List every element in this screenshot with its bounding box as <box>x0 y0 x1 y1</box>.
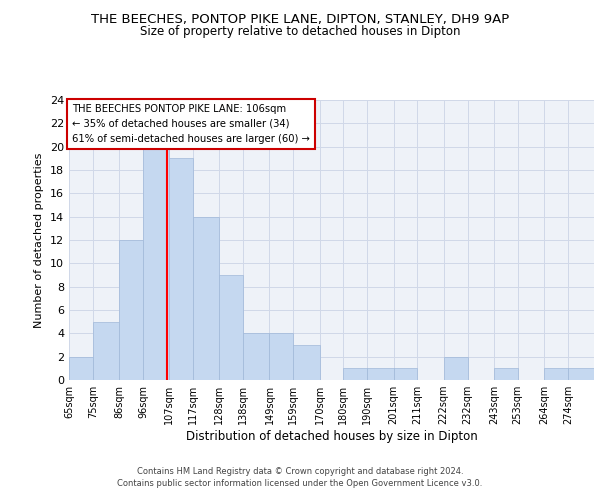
Bar <box>568 368 594 380</box>
Bar <box>343 368 367 380</box>
Bar <box>367 368 394 380</box>
Y-axis label: Number of detached properties: Number of detached properties <box>34 152 44 328</box>
Text: THE BEECHES, PONTOP PIKE LANE, DIPTON, STANLEY, DH9 9AP: THE BEECHES, PONTOP PIKE LANE, DIPTON, S… <box>91 12 509 26</box>
Bar <box>269 334 293 380</box>
Bar <box>69 356 93 380</box>
Bar <box>193 216 220 380</box>
Bar <box>293 345 320 380</box>
Bar <box>443 356 467 380</box>
Bar <box>544 368 568 380</box>
Bar <box>243 334 269 380</box>
Text: Size of property relative to detached houses in Dipton: Size of property relative to detached ho… <box>140 25 460 38</box>
Bar <box>143 146 169 380</box>
Bar <box>119 240 143 380</box>
Text: THE BEECHES PONTOP PIKE LANE: 106sqm
← 35% of detached houses are smaller (34)
6: THE BEECHES PONTOP PIKE LANE: 106sqm ← 3… <box>71 104 310 144</box>
Text: Contains HM Land Registry data © Crown copyright and database right 2024.
Contai: Contains HM Land Registry data © Crown c… <box>118 466 482 487</box>
X-axis label: Distribution of detached houses by size in Dipton: Distribution of detached houses by size … <box>185 430 478 443</box>
Bar <box>169 158 193 380</box>
Bar <box>220 275 243 380</box>
Bar <box>494 368 518 380</box>
Bar <box>93 322 119 380</box>
Bar <box>394 368 418 380</box>
